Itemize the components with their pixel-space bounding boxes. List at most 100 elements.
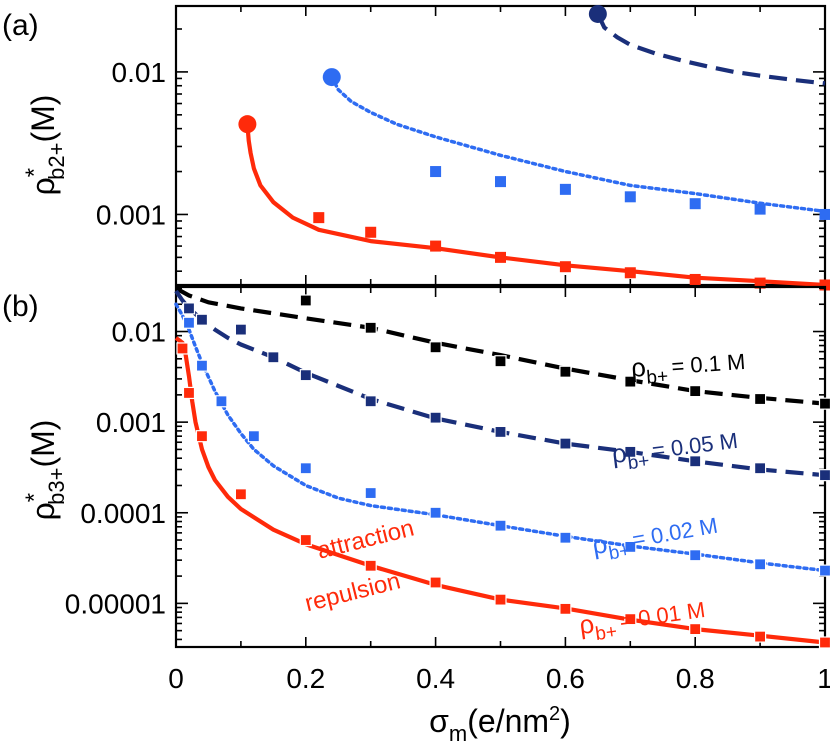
x-tick-label: 0.8: [676, 663, 715, 694]
panel-a-series: [238, 4, 830, 291]
data-point: [430, 240, 442, 252]
endpoint-marker: [588, 4, 607, 23]
data-point: [267, 351, 280, 364]
series-label-sub: b+: [646, 366, 669, 388]
panel-a-ylabel-main: ρ: [25, 177, 61, 195]
series-label-value: = 0.1 M: [671, 349, 747, 379]
data-point: [495, 176, 506, 188]
data-point: [494, 593, 507, 606]
data-point: [559, 531, 572, 544]
y-tick-label: 0.001: [96, 407, 166, 438]
series-label-symbol: ρ: [630, 352, 647, 383]
panel-a-ylabel: ρ*b2+(M): [21, 95, 69, 196]
y-tick-label: 0.00001: [65, 588, 166, 619]
y-tick-label: 0.0001: [80, 498, 166, 529]
data-point: [689, 549, 702, 562]
data-point: [429, 411, 442, 424]
data-point: [818, 397, 830, 410]
panel-b-ylabel-sup: *: [21, 493, 48, 502]
data-point: [624, 540, 637, 553]
series-label-value: = 0.02 M: [630, 513, 719, 553]
data-point: [624, 191, 636, 203]
data-point: [624, 267, 636, 279]
panel-a-ylabel-unit: (M): [25, 95, 61, 143]
y-tick-label: 0.01: [112, 57, 167, 88]
data-point: [195, 313, 209, 326]
endpoint-marker: [238, 115, 257, 134]
data-point: [299, 294, 312, 307]
data-point: [365, 226, 377, 238]
data-point: [689, 455, 702, 468]
y-tick-label: 0.01: [112, 317, 167, 348]
data-point: [754, 277, 766, 289]
endpoint-marker: [322, 68, 341, 87]
panel-b-ylabel-unit: (M): [25, 420, 61, 468]
data-point: [215, 395, 228, 408]
data-point: [753, 630, 767, 643]
data-point: [364, 486, 377, 500]
series-label-sub: b+: [627, 451, 651, 474]
data-point: [364, 395, 377, 408]
annotation: repulsion: [302, 567, 403, 617]
series-curve: [174, 336, 826, 645]
data-point: [624, 613, 637, 626]
panel-b-ylabel-sub: b3+: [44, 468, 69, 505]
data-point: [689, 385, 702, 398]
panel-a: 0.01 0.001 (a) ρ*b2+(M): [2, 4, 830, 291]
data-point: [176, 342, 189, 355]
annotation: attraction: [314, 515, 416, 565]
series-label-symbol: ρ: [577, 608, 596, 640]
data-point: [182, 386, 196, 400]
data-point: [494, 425, 507, 439]
series-label: ρb+= 0.1 M: [630, 345, 747, 390]
data-point: [818, 564, 830, 577]
x-tick-label: 1: [817, 663, 830, 694]
data-point: [247, 430, 260, 443]
panel-b-label: (b): [2, 290, 39, 323]
panel-a-frame: [174, 4, 827, 287]
x-tick-label: 0.4: [416, 663, 455, 694]
x-tick-label: 0.2: [286, 663, 325, 694]
panel-a-ticks: 0.01 0.001: [96, 6, 826, 285]
series-curve: [245, 124, 826, 288]
x-axis-label-sub: m: [449, 721, 467, 745]
panel-a-label: (a): [2, 9, 39, 42]
x-axis-label: σm(e/nm2): [429, 703, 571, 745]
panel-b-series: [174, 286, 830, 649]
series-label: ρb+= 0.01 M: [577, 593, 708, 647]
data-point: [234, 323, 247, 336]
data-point: [753, 392, 767, 406]
data-point: [624, 445, 637, 458]
series-label-value: = 0.05 M: [651, 428, 740, 463]
series-curve: [174, 302, 827, 573]
data-point: [819, 208, 830, 220]
data-point: [494, 355, 507, 368]
panel-b-ticks: 0.01 0.001 0.0001 0.00001: [65, 287, 826, 647]
data-point: [818, 469, 830, 482]
panel-a-ylabel-sub: b2+: [44, 143, 69, 180]
data-point: [624, 375, 637, 388]
x-axis-label-sup: 2: [549, 703, 560, 725]
data-point: [195, 430, 209, 443]
data-point: [299, 462, 312, 475]
x-axis-label-unit: (e/nm: [467, 703, 549, 739]
data-point: [753, 462, 767, 475]
data-point: [689, 198, 701, 210]
data-point: [559, 183, 571, 195]
data-point: [754, 203, 766, 215]
series-label-sub: b+: [594, 621, 618, 645]
data-point: [559, 437, 572, 450]
data-point: [182, 302, 196, 315]
x-axis-label-main: σ: [429, 703, 449, 739]
data-point: [494, 519, 507, 532]
data-point: [182, 316, 196, 329]
data-point: [234, 488, 247, 501]
y-tick-label: 0.001: [96, 199, 166, 230]
panel-b-ylabel: ρ*b3+(M): [21, 420, 69, 521]
series-label-symbol: ρ: [610, 437, 628, 469]
panel-b-ylabel-main: ρ: [25, 502, 61, 520]
data-point: [559, 365, 572, 378]
data-point: [753, 558, 767, 571]
